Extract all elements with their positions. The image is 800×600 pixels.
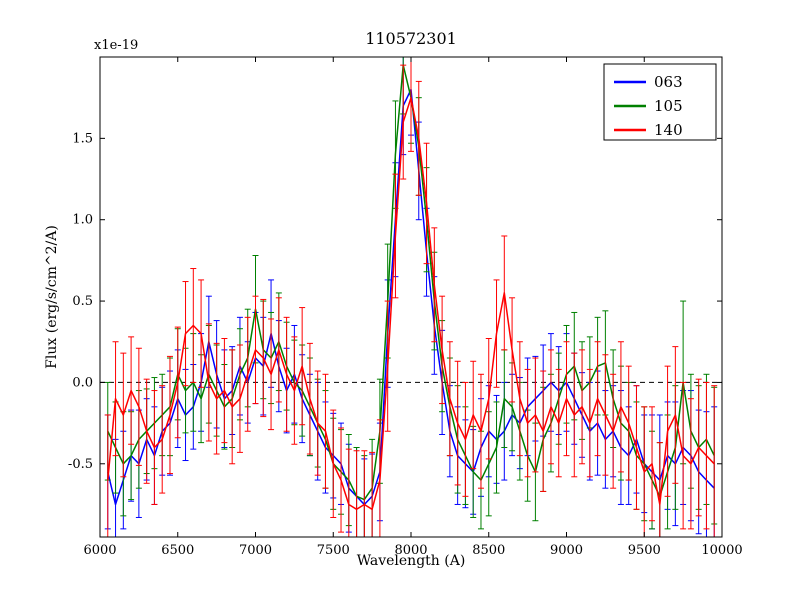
y-tick-label: 1.0	[72, 213, 93, 228]
x-tick-label: 8500	[472, 543, 505, 558]
y-tick-label: -0.5	[68, 457, 93, 472]
x-tick-label: 7500	[317, 543, 350, 558]
x-tick-label: 10000	[701, 543, 742, 558]
x-tick-label: 7000	[239, 543, 272, 558]
legend: 063 105 140	[603, 63, 717, 141]
x-tick-label: 6000	[83, 543, 116, 558]
x-tick-label: 9500	[628, 543, 661, 558]
y-tick-label: 1.5	[72, 131, 93, 146]
x-axis-label: Wavelength (A)	[356, 553, 466, 569]
x-tick-label: 9000	[550, 543, 583, 558]
legend-label: 105	[654, 97, 683, 115]
y-axis-offset-label: x1e-19	[94, 38, 139, 53]
series-line-140	[107, 96, 715, 511]
y-tick-label: 0.0	[72, 375, 93, 390]
x-tick-label: 8000	[394, 543, 427, 558]
y-tick-label: 0.5	[72, 294, 93, 309]
chart-title: 110572301	[365, 29, 457, 48]
legend-label: 063	[654, 73, 683, 91]
legend-box	[603, 63, 717, 141]
legend-label: 140	[654, 121, 683, 139]
x-tick-label: 6500	[161, 543, 194, 558]
